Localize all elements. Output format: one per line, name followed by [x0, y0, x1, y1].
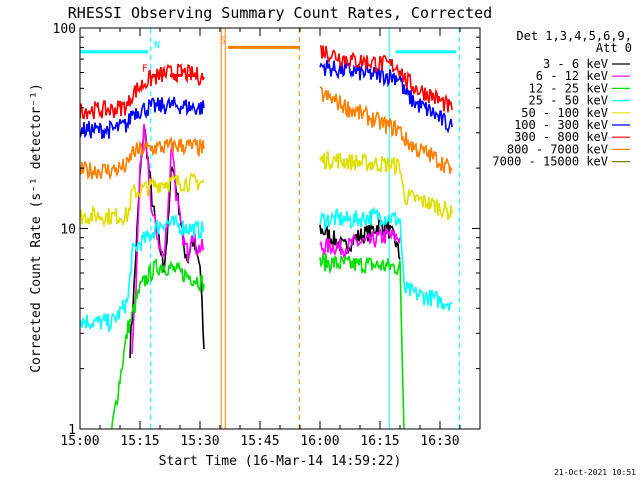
footer-timestamp: 21-Oct-2021 10:51 — [554, 468, 636, 477]
y-tick-label: 100 — [53, 22, 76, 37]
y-axis: 1 10 100 — [53, 22, 480, 438]
legend-label: 800 - 7000 keV — [507, 142, 608, 156]
x-tick-label: 15:30 — [180, 434, 219, 449]
series-line-2 — [319, 252, 405, 429]
x-tick-label: 16:15 — [360, 434, 399, 449]
series-line-7 — [80, 135, 205, 181]
series-line-3 — [319, 206, 453, 311]
series-line-4 — [80, 171, 205, 228]
x-axis-label: Start Time (16-Mar-14 14:59:22) — [159, 454, 402, 469]
y-axis-label: Corrected Count Rate (s⁻¹ detector⁻¹) — [29, 83, 44, 373]
series-line-6 — [80, 63, 205, 120]
series-line-1 — [131, 124, 205, 355]
annotation-label: F — [142, 63, 148, 74]
legend-label: 100 - 300 keV — [514, 118, 608, 132]
y-tick-label: 10 — [60, 223, 76, 238]
x-tick-label: 16:30 — [420, 434, 459, 449]
series-line-4 — [319, 151, 453, 221]
x-tick-label: 15:00 — [60, 434, 99, 449]
series-line-6 — [319, 45, 453, 113]
annotation-label: S — [220, 35, 226, 46]
legend-label: 6 - 12 keV — [536, 69, 608, 83]
series-line-0 — [319, 218, 401, 260]
series-layer — [80, 45, 453, 429]
legend-label: 12 - 25 keV — [529, 81, 608, 95]
series-line-5 — [80, 96, 205, 140]
legend-label: 3 - 6 keV — [543, 57, 608, 71]
series-line-2 — [110, 258, 205, 429]
x-tick-label: 15:45 — [240, 434, 279, 449]
series-line-1 — [319, 225, 401, 259]
y-tick-label: 1 — [68, 423, 76, 438]
series-line-3 — [80, 213, 205, 333]
x-axis: 15:00 15:15 15:30 15:45 16:00 16:15 16:30 — [60, 28, 481, 449]
series-line-7 — [319, 86, 453, 174]
annotation-label: N — [154, 40, 160, 51]
chart-title: RHESSI Observing Summary Count Rates, Co… — [68, 4, 492, 22]
legend-label: 50 - 100 keV — [521, 106, 608, 120]
legend-label: 300 - 800 keV — [514, 130, 608, 144]
x-tick-label: 15:15 — [120, 434, 159, 449]
legend-label: 7000 - 15000 keV — [492, 155, 608, 169]
legend-label: 25 - 50 keV — [529, 94, 608, 108]
legend-header-line-2: Att 0 — [596, 41, 632, 55]
legend-header-line-1: Det 1,3,4,5,6,9, — [516, 29, 632, 43]
x-tick-label: 16:00 — [300, 434, 339, 449]
